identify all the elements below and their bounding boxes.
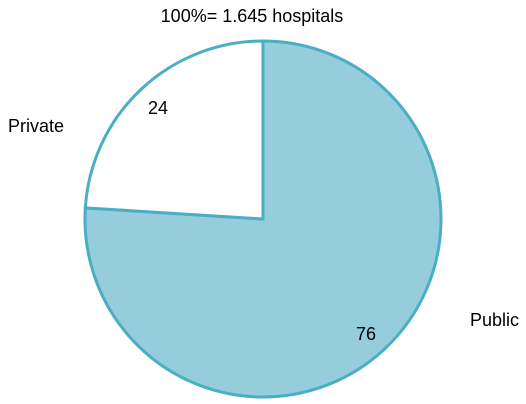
pie-slice-public bbox=[83, 39, 443, 399]
value-label-public: 76 bbox=[356, 324, 376, 344]
chart-title: 100%= 1.645 hospitals bbox=[161, 6, 344, 26]
pie-slices bbox=[83, 39, 443, 399]
pie-slice-private bbox=[83, 39, 265, 221]
category-label-public: Public bbox=[470, 310, 519, 330]
value-label-private: 24 bbox=[148, 98, 168, 118]
pie-labels: Private Public 24 76 bbox=[8, 98, 519, 344]
category-label-private: Private bbox=[8, 116, 64, 136]
